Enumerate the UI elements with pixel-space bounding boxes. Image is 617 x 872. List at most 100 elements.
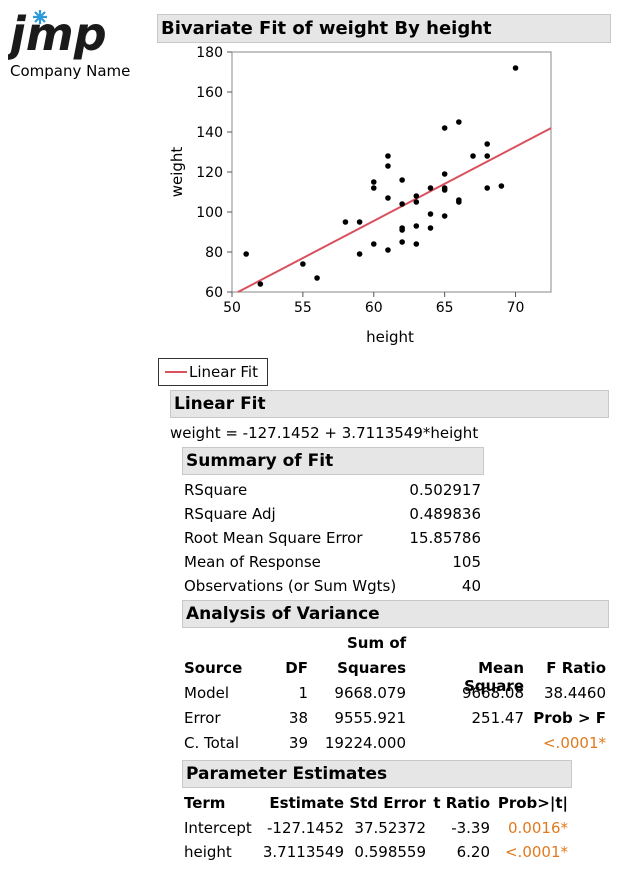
param-col-header: Term [184, 794, 226, 812]
x-tick-label: 50 [223, 300, 241, 316]
data-point [413, 199, 420, 205]
anova-prob-value: <.0001* [542, 734, 606, 752]
data-point [470, 153, 476, 159]
param-cell-p: 0.0016* [508, 819, 568, 837]
data-point [484, 153, 491, 159]
legend-line-swatch [165, 371, 187, 373]
y-tick-label: 80 [205, 245, 223, 261]
x-tick-label: 65 [436, 300, 454, 316]
summary-row-label: RSquare Adj [184, 505, 276, 523]
jmp-logo-mark: jmp [4, 7, 107, 61]
fit-equation: weight = -127.1452 + 3.7113549*height [170, 424, 479, 442]
x-tick-label: 70 [507, 300, 525, 316]
report-title[interactable]: Bivariate Fit of weight By height [157, 14, 611, 43]
x-tick-label: 55 [294, 300, 312, 316]
data-point [441, 187, 448, 193]
anova-col-ms: Mean Square [464, 659, 524, 695]
anova-cell-df: 1 [298, 684, 308, 702]
data-point [456, 199, 462, 205]
data-point [399, 177, 405, 183]
summary-row-label: Root Mean Square Error [184, 529, 363, 547]
anova-cell-source: Error [184, 709, 221, 727]
data-point [427, 185, 434, 191]
data-point [427, 211, 434, 217]
param-cell-t: -3.39 [451, 819, 490, 837]
param-cell-stderr: 0.598559 [354, 843, 426, 861]
parameter-estimates-header[interactable]: Parameter Estimates [182, 760, 572, 788]
data-point [314, 275, 320, 281]
linear-fit-line [237, 127, 552, 293]
y-axis-label: weight [168, 147, 186, 198]
param-col-header: Prob>|t| [497, 794, 568, 812]
y-tick-label: 100 [196, 205, 223, 221]
anova-col-ss-top: Sum of [347, 634, 407, 652]
data-point [356, 251, 363, 257]
summary-row-label: Observations (or Sum Wgts) [184, 577, 397, 595]
data-point [300, 261, 306, 267]
param-cell-estimate: 3.7113549 [262, 843, 344, 861]
data-point [441, 125, 448, 131]
anova-col-df: DF [285, 659, 308, 677]
summary-row-value: 0.489836 [409, 505, 481, 523]
anova-cell-source: C. Total [184, 734, 240, 752]
summary-row-value: 0.502917 [409, 481, 481, 499]
data-point [257, 281, 264, 287]
param-cell-p: <.0001* [504, 843, 568, 861]
param-col-header: t Ratio [433, 794, 490, 812]
data-point [370, 185, 377, 191]
bivariate-chart: 60 80 100 120 140 160 180 50 55 60 65 70 height wei… [168, 45, 552, 346]
data-point [413, 193, 420, 199]
anova-header[interactable]: Analysis of Variance [182, 600, 609, 628]
anova-cell-df: 39 [288, 734, 308, 752]
summary-row-value: 105 [452, 553, 481, 571]
logo-star-icon [33, 10, 47, 24]
summary-row-value: 15.85786 [409, 529, 481, 547]
data-point [399, 239, 405, 245]
legend[interactable]: Linear Fit [158, 358, 268, 386]
logo-wordmark: jmp [8, 8, 107, 60]
plot-frame [231, 51, 552, 293]
anova-cell-ss: 9668.079 [334, 684, 406, 702]
data-point [498, 183, 505, 189]
anova-col-source: Source [184, 659, 243, 677]
param-cell-term: height [184, 843, 232, 861]
anova-prob-label: Prob > F [533, 709, 606, 727]
linear-fit-header[interactable]: Linear Fit [170, 390, 609, 418]
data-point [456, 119, 462, 125]
jmp-logo: jmp [4, 7, 148, 64]
data-point [413, 223, 420, 229]
y-tick-label: 160 [196, 85, 223, 101]
anova-cell-df: 38 [288, 709, 308, 727]
y-tick-label: 180 [196, 45, 223, 61]
company-name: Company Name [10, 62, 131, 80]
legend-label: Linear Fit [189, 363, 258, 381]
summary-of-fit-header[interactable]: Summary of Fit [182, 447, 484, 475]
anova-cell-ss: 9555.921 [334, 709, 406, 727]
data-point [385, 247, 391, 253]
param-col-header: Estimate [269, 794, 344, 812]
data-point [370, 241, 377, 247]
anova-cell-ms: 9668.08 [461, 684, 524, 702]
anova-col-ss: Squares [337, 659, 406, 677]
y-tick-label: 120 [196, 165, 223, 181]
data-point [441, 171, 448, 177]
data-point [385, 153, 391, 159]
summary-row-value: 40 [461, 577, 481, 595]
summary-row-label: RSquare [184, 481, 248, 499]
data-point [399, 201, 405, 207]
y-tick-label: 60 [205, 285, 223, 301]
data-point [342, 219, 349, 225]
anova-cell-ms: 251.47 [471, 709, 525, 727]
param-col-header: Std Error [349, 794, 426, 812]
param-cell-term: Intercept [184, 819, 252, 837]
anova-col-f: F Ratio [546, 659, 606, 677]
data-point [413, 241, 420, 247]
data-point [427, 225, 434, 231]
y-tick-label: 140 [196, 125, 223, 141]
param-cell-t: 6.20 [456, 843, 490, 861]
data-point [399, 227, 405, 233]
param-cell-estimate: -127.1452 [267, 819, 344, 837]
data-point [385, 195, 391, 201]
data-point [356, 219, 363, 225]
summary-row-label: Mean of Response [184, 553, 321, 571]
